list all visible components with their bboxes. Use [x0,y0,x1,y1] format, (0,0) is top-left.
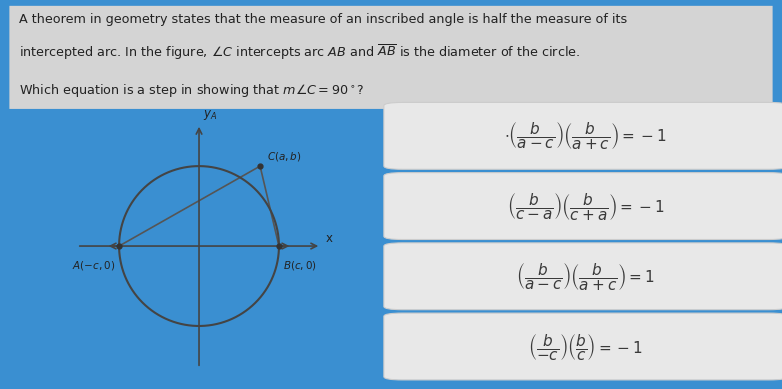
Text: Which equation is a step in showing that $m\angle C = 90^\circ$?: Which equation is a step in showing that… [19,82,364,99]
Text: $y_A$: $y_A$ [203,108,218,122]
Text: $\left(\dfrac{b}{a-c}\right)\left(\dfrac{b}{a+c}\right) = 1$: $\left(\dfrac{b}{a-c}\right)\left(\dfrac… [516,261,655,292]
FancyBboxPatch shape [384,313,782,380]
Text: x: x [325,231,332,245]
Text: $\cdot\left(\dfrac{b}{a-c}\right)\left(\dfrac{b}{a+c}\right) = -1$: $\cdot\left(\dfrac{b}{a-c}\right)\left(\… [504,120,667,151]
Text: A theorem in geometry states that the measure of an inscribed angle is half the : A theorem in geometry states that the me… [19,14,627,26]
FancyBboxPatch shape [384,243,782,310]
FancyBboxPatch shape [384,173,782,240]
Text: $A(-c, 0)$: $A(-c, 0)$ [71,259,115,272]
Text: $\left(\dfrac{b}{-c}\right)\left(\dfrac{b}{c}\right) = -1$: $\left(\dfrac{b}{-c}\right)\left(\dfrac{… [528,331,644,361]
FancyBboxPatch shape [384,102,782,169]
FancyBboxPatch shape [9,6,773,109]
Text: $\left(\dfrac{b}{c-a}\right)\left(\dfrac{b}{c+a}\right) = -1$: $\left(\dfrac{b}{c-a}\right)\left(\dfrac… [507,191,665,222]
Text: intercepted arc. In the figure, $\angle C$ intercepts arc $AB$ and $\overline{AB: intercepted arc. In the figure, $\angle … [19,42,580,61]
Text: $C (a, b)$: $C (a, b)$ [267,150,301,163]
Text: $B(c, 0)$: $B(c, 0)$ [283,259,317,272]
